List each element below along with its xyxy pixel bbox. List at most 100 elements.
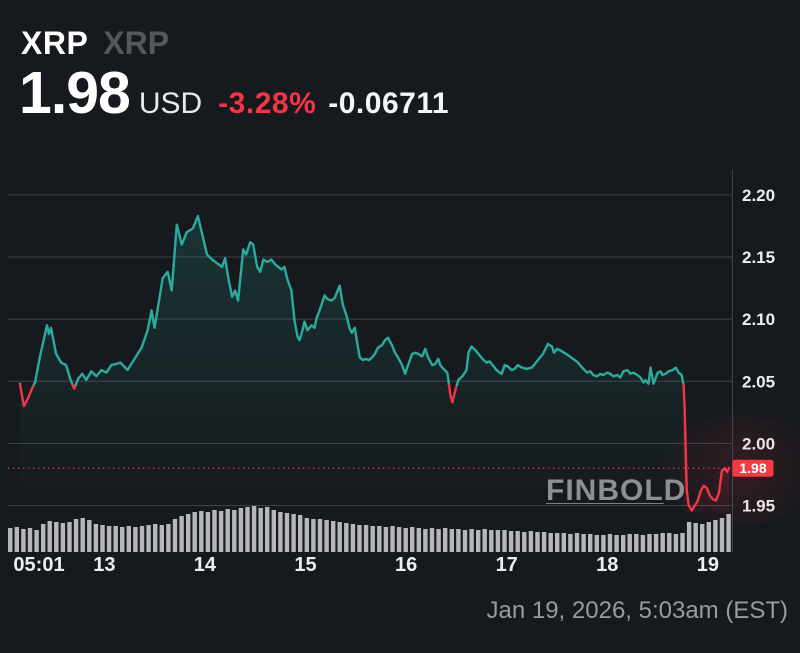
volume-bar <box>462 530 468 552</box>
volume-bar <box>41 524 46 552</box>
volume-bar <box>601 535 606 552</box>
volume-bar <box>14 527 19 552</box>
volume-bar <box>726 514 731 552</box>
volume-bar <box>403 528 408 552</box>
volume-bar <box>396 527 402 552</box>
volume-bar <box>73 519 79 552</box>
volume-bar <box>251 506 257 552</box>
volume-bar <box>377 526 382 552</box>
volume-bar <box>548 533 553 552</box>
volume-bar <box>218 511 224 552</box>
volume-bar <box>443 528 448 552</box>
x-axis-label: 18 <box>596 554 618 576</box>
volume-bar <box>139 526 145 552</box>
volume-bar <box>508 531 514 552</box>
x-axis-label: 13 <box>93 554 115 576</box>
volume-bar <box>482 529 487 552</box>
volume-bar <box>337 522 342 552</box>
y-axis-label: 2.10 <box>742 310 775 329</box>
volume-bar <box>416 528 421 552</box>
volume-bar <box>258 508 263 552</box>
current-price-badge <box>732 459 774 477</box>
volume-bar <box>317 519 323 552</box>
y-axis-label: 2.20 <box>742 186 775 205</box>
volume-bar <box>686 522 692 552</box>
price-value: 1.98 <box>19 60 131 126</box>
volume-bar <box>106 526 112 552</box>
volume-bar <box>561 533 566 552</box>
volume-bar <box>719 518 725 552</box>
asset-name: XRP <box>21 25 89 61</box>
volume-bar <box>179 516 184 552</box>
volume-bar <box>680 533 685 552</box>
volume-bar <box>667 533 672 552</box>
volume-bar <box>535 532 540 552</box>
volume-bar <box>199 511 204 552</box>
price-currency: USD <box>138 87 203 120</box>
volume-bar <box>693 523 698 552</box>
volume-bar <box>153 524 158 552</box>
volume-bar <box>232 510 237 552</box>
x-axis-label: 17 <box>496 554 518 576</box>
volume-bar <box>225 509 230 552</box>
volume-bar <box>34 530 39 552</box>
y-axis-label: 2.05 <box>742 372 775 391</box>
volume-bar <box>54 522 59 552</box>
volume-bar <box>541 532 547 552</box>
volume-bar <box>436 529 441 552</box>
price-row: 1.98 USD -3.28% -0.06711 <box>19 64 449 123</box>
volume-bar <box>390 526 395 552</box>
x-axis-label: 14 <box>194 554 217 576</box>
x-axis-label: 05:01 <box>13 554 64 576</box>
volume-bar <box>284 513 290 552</box>
volume-bar <box>298 515 303 552</box>
volume-bar <box>383 527 389 552</box>
volume-bar <box>324 520 329 552</box>
volume-bar <box>495 530 501 552</box>
volume-bar <box>700 524 705 552</box>
volume-bar <box>278 512 283 552</box>
volume-bar <box>449 529 454 552</box>
price-line-down <box>71 383 77 390</box>
volume-bar <box>47 521 52 552</box>
volume-bar <box>634 534 639 552</box>
volume-bar <box>291 514 296 552</box>
volume-bar <box>522 532 527 552</box>
volume-bar <box>344 523 349 552</box>
volume-bar <box>186 514 191 552</box>
price-line-down <box>18 383 35 408</box>
volume-bar <box>614 535 619 552</box>
volume-bar <box>265 507 270 552</box>
volume-bar <box>80 518 85 552</box>
volume-bar <box>8 528 13 552</box>
x-axis-label: 16 <box>395 554 417 576</box>
volume-bar <box>304 518 309 552</box>
volume-bar <box>713 520 718 552</box>
volume-bar <box>159 525 164 552</box>
volume-bar <box>502 530 507 552</box>
volume-bar <box>607 534 613 552</box>
volume-bar <box>363 525 369 552</box>
volume-bar <box>238 508 244 552</box>
price-change-percent: -3.28% <box>218 87 317 120</box>
volume-bar <box>370 526 375 552</box>
volume-bar <box>621 535 626 552</box>
volume-bar <box>647 534 652 552</box>
volume-bar <box>555 533 560 552</box>
volume-bar <box>673 534 679 552</box>
volume-bar <box>574 533 580 552</box>
asset-ticker: XRP <box>103 25 170 61</box>
volume-bar <box>476 530 481 552</box>
volume-bar <box>660 533 665 552</box>
price-line-up <box>455 342 685 386</box>
price-line-down <box>447 383 459 404</box>
volume-bar <box>93 524 99 552</box>
symbol-row: XRP XRP <box>21 25 169 62</box>
volume-bar <box>67 522 72 552</box>
price-line-up <box>74 214 451 386</box>
volume-bar <box>120 527 125 552</box>
volume-bar <box>489 530 494 552</box>
chart-timestamp: Jan 19, 2026, 5:03am (EST) <box>486 597 789 624</box>
